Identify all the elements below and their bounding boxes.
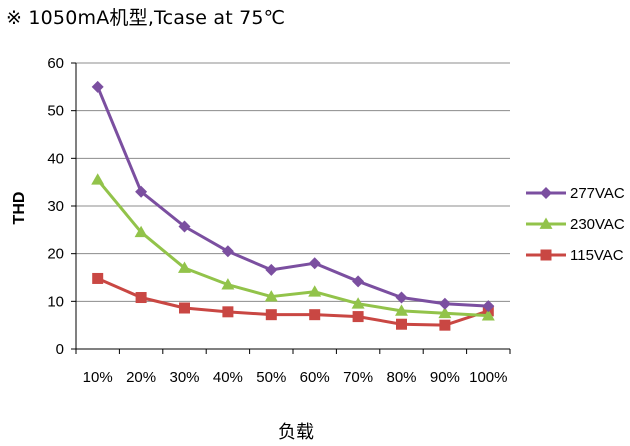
square-marker xyxy=(540,249,552,261)
legend-label: 230VAC xyxy=(570,216,625,233)
square-marker xyxy=(309,309,321,321)
square-marker xyxy=(265,309,277,321)
diamond-marker xyxy=(482,300,495,313)
series-lines xyxy=(91,80,495,331)
square-marker xyxy=(396,318,407,330)
triangle-marker xyxy=(438,306,452,319)
diamond-marker xyxy=(135,185,148,198)
x-tick-label: 10% xyxy=(83,369,113,386)
square-marker xyxy=(439,319,451,331)
axes xyxy=(71,62,511,354)
x-tick-label: 60% xyxy=(300,369,330,386)
x-tick-label: 80% xyxy=(386,369,416,386)
triangle-marker xyxy=(308,285,322,297)
x-tick-label: 20% xyxy=(126,369,156,386)
diamond-marker xyxy=(221,245,234,258)
diamond-marker xyxy=(265,263,278,276)
triangle-marker xyxy=(395,304,408,316)
square-marker xyxy=(222,306,234,318)
x-axis-label: 负载 xyxy=(278,422,314,443)
diamond-marker xyxy=(178,220,191,233)
y-tick-label: 0 xyxy=(56,341,64,358)
triangle-marker xyxy=(264,290,278,302)
x-tick-label: 50% xyxy=(256,369,286,386)
diamond-marker xyxy=(395,291,408,304)
series-line-115VAC xyxy=(97,277,489,327)
x-tick-labels: 10% 20% 30% 40% 50% 60% 70% 80% 90% 100% xyxy=(83,369,508,386)
diamond-marker xyxy=(352,275,365,288)
y-tick-label: 20 xyxy=(47,246,64,263)
chart-heading: ※ 1050mA机型,Tcase at 75℃ xyxy=(6,7,286,29)
triangle-marker xyxy=(178,261,191,273)
x-tick-label: 30% xyxy=(169,369,199,386)
y-tick-label: 30 xyxy=(47,198,64,215)
y-tick-label: 60 xyxy=(47,55,64,72)
y-axis-label: THD xyxy=(11,192,28,225)
y-tick-label: 10 xyxy=(47,293,64,310)
triangle-marker xyxy=(539,217,553,229)
legend: 277VAC 230VAC 115VAC xyxy=(526,185,625,264)
x-tick-label: 70% xyxy=(343,369,373,386)
series-line-230VAC xyxy=(96,178,489,318)
x-tick-label: 40% xyxy=(213,369,243,386)
y-tick-label: 50 xyxy=(47,103,64,120)
diamond-marker xyxy=(438,297,451,310)
y-tick-label: 40 xyxy=(47,150,64,167)
diamond-marker xyxy=(540,187,552,199)
triangle-marker xyxy=(481,309,495,321)
square-marker xyxy=(92,272,104,284)
diamond-marker xyxy=(91,80,104,93)
y-tick-labels: 0 10 20 30 40 50 60 xyxy=(47,55,64,358)
x-tick-label: 100% xyxy=(469,369,507,386)
legend-label: 277VAC xyxy=(570,185,625,202)
triangle-marker xyxy=(91,173,105,185)
diamond-marker xyxy=(308,257,321,270)
x-tick-label: 90% xyxy=(430,369,460,386)
square-marker xyxy=(135,292,147,304)
triangle-marker xyxy=(221,278,235,290)
triangle-marker xyxy=(134,225,148,238)
triangle-marker xyxy=(351,297,365,309)
square-marker xyxy=(352,311,364,323)
legend-label: 115VAC xyxy=(570,247,624,264)
square-marker xyxy=(179,302,190,314)
series-line-277VAC xyxy=(96,86,489,308)
